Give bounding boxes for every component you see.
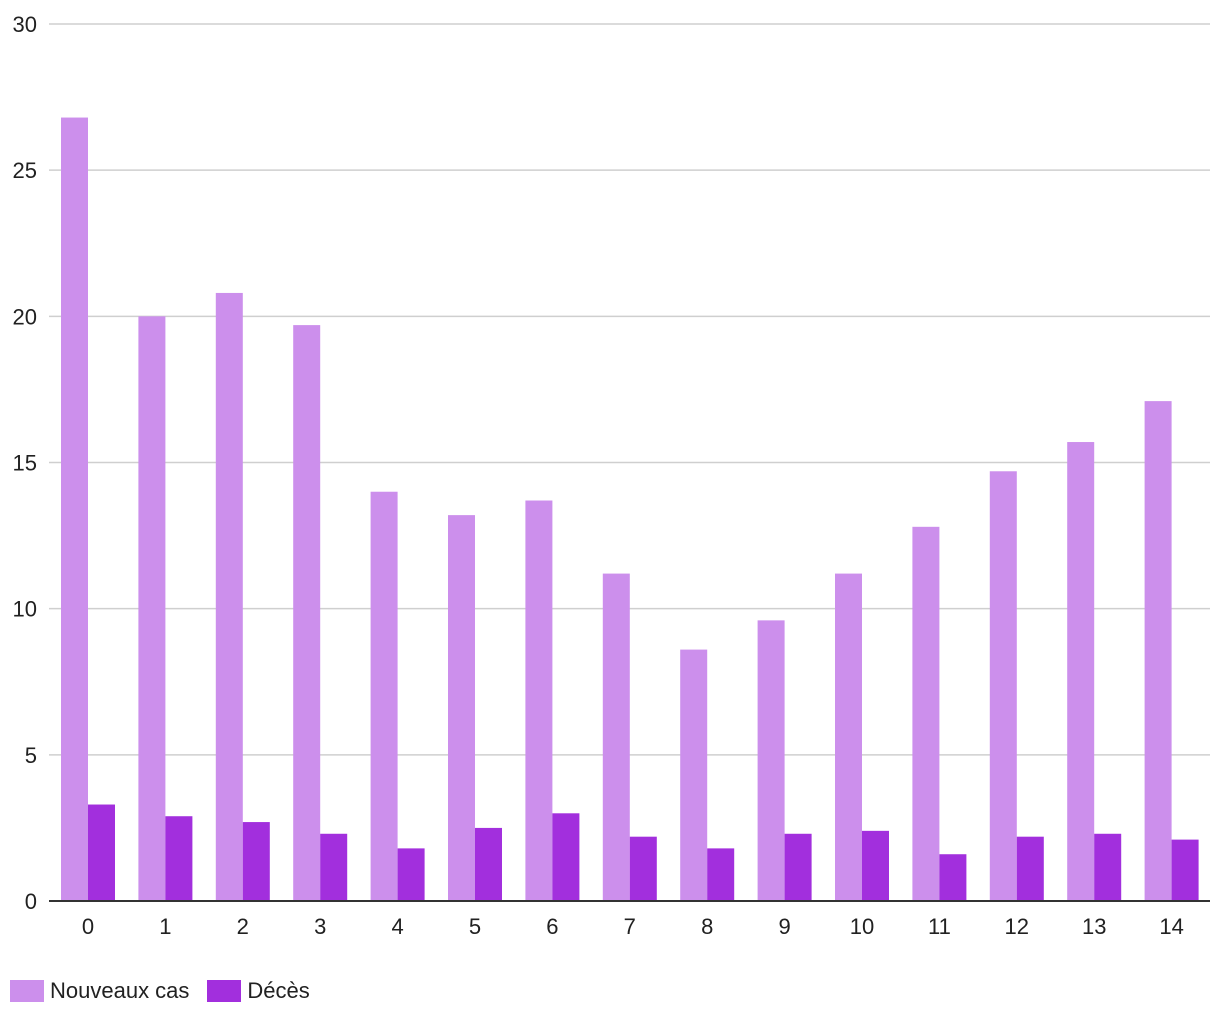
- x-tick-label: 12: [1005, 914, 1029, 939]
- y-tick-label: 15: [13, 451, 37, 476]
- y-tick-label: 10: [13, 597, 37, 622]
- bar-nouveaux-cas-10[interactable]: [835, 573, 862, 901]
- legend-swatch-nouveaux-cas: [10, 980, 44, 1002]
- legend: Nouveaux cas Décès: [10, 978, 328, 1004]
- bar-deces-10[interactable]: [862, 830, 889, 901]
- bar-deces-6[interactable]: [552, 813, 580, 901]
- x-axis-tick-labels: 0 1 2 3 4 5 6 7 8 9 10 11 12 13 14: [82, 914, 1184, 939]
- y-axis-tick-labels: 0 5 10 15 20 25 30: [13, 12, 37, 914]
- legend-label-deces: Décès: [247, 978, 310, 1003]
- y-tick-label: 0: [25, 889, 37, 914]
- x-tick-label: 10: [850, 914, 874, 939]
- x-tick-label: 3: [314, 914, 326, 939]
- bar-deces-8[interactable]: [707, 848, 735, 901]
- x-tick-label: 14: [1159, 914, 1183, 939]
- bars: [61, 117, 1199, 901]
- legend-item-nouveaux-cas[interactable]: Nouveaux cas: [10, 978, 189, 1004]
- x-tick-label: 1: [159, 914, 171, 939]
- bar-deces-2[interactable]: [242, 822, 270, 901]
- bar-deces-13[interactable]: [1094, 833, 1122, 901]
- bar-nouveaux-cas-8[interactable]: [680, 649, 708, 901]
- bar-deces-5[interactable]: [475, 827, 502, 901]
- x-tick-label: 13: [1082, 914, 1106, 939]
- bar-deces-9[interactable]: [784, 833, 812, 901]
- x-tick-label: 6: [546, 914, 558, 939]
- bar-nouveaux-cas-0[interactable]: [61, 117, 88, 901]
- bar-nouveaux-cas-2[interactable]: [215, 292, 243, 901]
- bar-deces-4[interactable]: [397, 848, 425, 901]
- bar-nouveaux-cas-1[interactable]: [138, 316, 166, 901]
- bar-nouveaux-cas-5[interactable]: [448, 515, 475, 901]
- y-tick-label: 5: [25, 743, 37, 768]
- x-tick-label: 7: [624, 914, 636, 939]
- bar-deces-14[interactable]: [1171, 839, 1199, 901]
- legend-label-nouveaux-cas: Nouveaux cas: [50, 978, 190, 1003]
- bar-nouveaux-cas-3[interactable]: [293, 325, 321, 901]
- bar-nouveaux-cas-6[interactable]: [525, 500, 553, 901]
- bar-deces-3[interactable]: [320, 833, 348, 901]
- x-tick-label: 0: [82, 914, 94, 939]
- bar-nouveaux-cas-12[interactable]: [989, 471, 1017, 901]
- x-tick-label: 8: [701, 914, 713, 939]
- bar-nouveaux-cas-9[interactable]: [757, 620, 785, 901]
- x-tick-label: 9: [778, 914, 790, 939]
- x-tick-label: 5: [469, 914, 481, 939]
- bar-nouveaux-cas-13[interactable]: [1067, 442, 1095, 901]
- bar-nouveaux-cas-7[interactable]: [602, 573, 630, 901]
- y-tick-label: 25: [13, 158, 37, 183]
- x-tick-label: 11: [928, 914, 951, 939]
- bar-deces-12[interactable]: [1016, 836, 1044, 901]
- y-tick-label: 30: [13, 12, 37, 37]
- bar-deces-11[interactable]: [939, 854, 967, 901]
- legend-swatch-deces: [207, 980, 242, 1002]
- bar-deces-0[interactable]: [88, 804, 115, 901]
- bar-nouveaux-cas-11[interactable]: [912, 526, 940, 901]
- legend-item-deces[interactable]: Décès: [207, 978, 310, 1004]
- bar-nouveaux-cas-4[interactable]: [370, 491, 398, 901]
- x-tick-label: 4: [391, 914, 403, 939]
- y-tick-label: 20: [13, 304, 37, 329]
- bar-deces-1[interactable]: [165, 816, 193, 901]
- bar-nouveaux-cas-14[interactable]: [1144, 401, 1172, 901]
- x-tick-label: 2: [237, 914, 249, 939]
- bar-deces-7[interactable]: [629, 836, 657, 901]
